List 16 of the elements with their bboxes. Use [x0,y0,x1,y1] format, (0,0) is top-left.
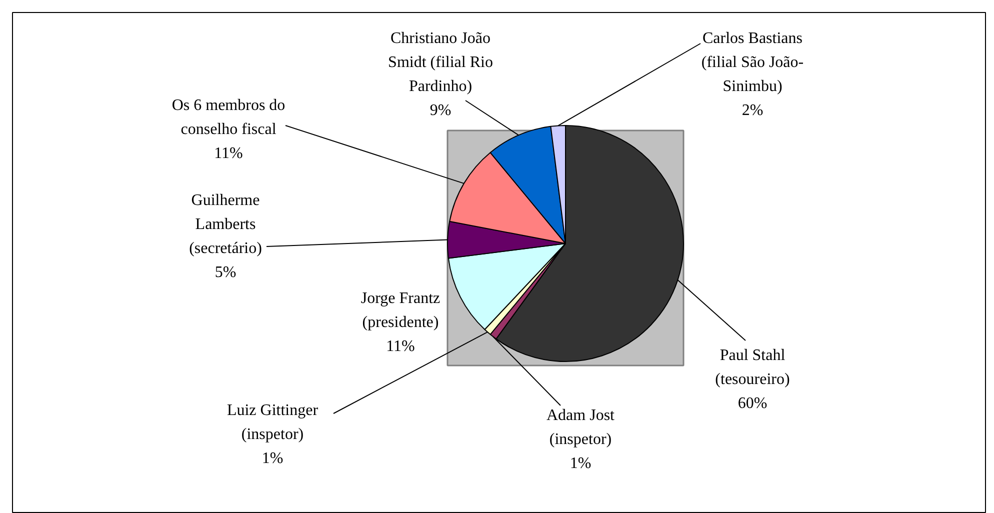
slice-label: Os 6 membros do conselho fiscal [172,97,286,138]
slice-label: Guilherme Lamberts (secretário) [189,192,262,257]
data-label: 11% [386,338,415,355]
data-label: 5% [214,264,236,281]
slice-label: Jorge Frantz (presidente) [360,290,440,331]
slice-label: Luiz Gittinger (inspetor) [226,402,319,443]
slice-label: Carlos Bastians (filial São João- Sinimbu) [701,30,804,95]
data-label: 11% [214,145,243,162]
slice-label: Christiano João Smidt (filial Rio Pardinho) [388,30,493,95]
slice-label: Paul Stahl (tesoureiro) [715,347,790,388]
data-label: 1% [262,450,284,467]
data-label: 2% [742,102,764,119]
data-label: 1% [570,455,592,472]
data-label: 60% [738,395,768,412]
slice-label: Adam Jost (inspetor) [546,407,616,448]
data-label: 9% [430,102,452,119]
